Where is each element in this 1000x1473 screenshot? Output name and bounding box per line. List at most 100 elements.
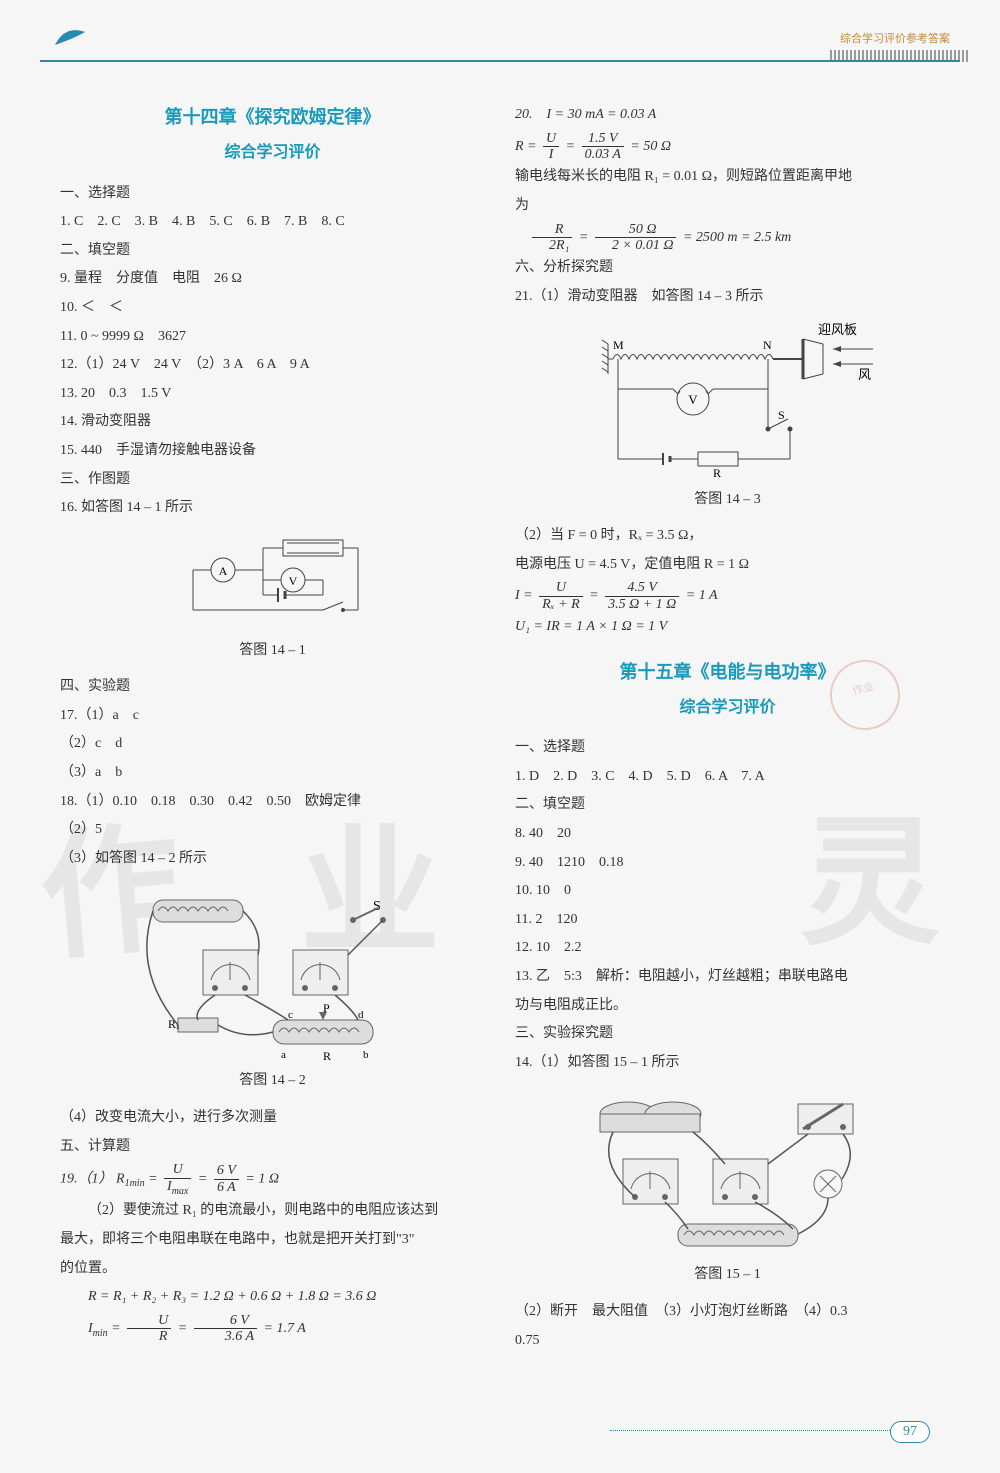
q1: 1. C 2. C 3. B 4. B 5. C 6. B 7. B 8. C bbox=[60, 209, 485, 236]
q10: 10. ＜ ＜ bbox=[60, 295, 485, 322]
q21-I: I = URₓ + R = 4.5 V3.5 Ω + 1 Ω = 1 A bbox=[515, 580, 940, 612]
header-label: 综合学习评价参考答案 bbox=[840, 30, 950, 46]
q20-R-num2: 1.5 V bbox=[582, 131, 624, 147]
q19-Imin-eq2: = bbox=[178, 1321, 191, 1336]
q15: 15. 440 手湿请勿接触电器设备 bbox=[60, 438, 485, 465]
q17-3: （3）a b bbox=[60, 760, 485, 787]
svg-text:R: R bbox=[713, 466, 721, 479]
ch15-q12: 12. 10 2.2 bbox=[515, 935, 940, 962]
ch15-sec1: 一、选择题 bbox=[515, 735, 940, 762]
svg-text:N: N bbox=[763, 338, 772, 352]
svg-text:V: V bbox=[288, 574, 297, 588]
fig-14-1: A V bbox=[173, 530, 373, 630]
q19-Imin-den: R bbox=[127, 1329, 171, 1344]
q17-2: （2）c d bbox=[60, 731, 485, 758]
ch15-q14-3: 0.75 bbox=[515, 1328, 940, 1355]
fig14-2-caption: 答图 14 – 2 bbox=[60, 1068, 485, 1095]
sec5-head: 五、计算题 bbox=[60, 1134, 485, 1161]
q19-Imin-den2: 3.6 A bbox=[194, 1329, 257, 1344]
q16: 16. 如答图 14 – 1 所示 bbox=[60, 495, 485, 522]
fig-14-2: S Rₓ c P d a b R bbox=[123, 880, 423, 1060]
q21-I-num2: 4.5 V bbox=[605, 580, 679, 596]
svg-text:d: d bbox=[358, 1009, 364, 1021]
q19-1-densub: max bbox=[172, 1185, 189, 1196]
q18-2: （2）5 bbox=[60, 817, 485, 844]
page-number: 97 bbox=[890, 1421, 930, 1443]
sec6-head: 六、分析探究题 bbox=[515, 255, 940, 282]
q21-2a: （2）当 F = 0 时，Rₓ = 3.5 Ω， bbox=[515, 523, 940, 550]
page-content: 第十四章《探究欧姆定律》 综合学习评价 一、选择题 1. C 2. C 3. B… bbox=[60, 100, 940, 1413]
fig-15-1 bbox=[568, 1084, 888, 1254]
q20-eq: = bbox=[579, 230, 592, 245]
svg-text:A: A bbox=[218, 564, 227, 578]
q20-R-lhs: R = bbox=[515, 139, 540, 154]
q12: 12.（1）24 V 24 V （2）3 A 6 A 9 A bbox=[60, 352, 485, 379]
q20-R-eq2: = bbox=[566, 139, 579, 154]
footer-dotline bbox=[610, 1430, 890, 1431]
sec4-head: 四、实验题 bbox=[60, 674, 485, 701]
fig14-3-caption: 答图 14 – 3 bbox=[515, 487, 940, 514]
q20-fnl: R bbox=[532, 222, 572, 238]
q19-1-num2: 6 V bbox=[214, 1163, 239, 1179]
svg-text:S: S bbox=[373, 899, 381, 914]
q19-2a: （2）要使流过 R₁ 的电流最小，则电路中的电阻应该达到 bbox=[60, 1198, 485, 1225]
svg-text:c: c bbox=[288, 1009, 293, 1021]
svg-text:风: 风 bbox=[858, 367, 871, 382]
q19-1: 19.（1） R1min = UImax = 6 V6 A = 1 Ω bbox=[60, 1162, 485, 1196]
ch15-q14-1: 14.（1）如答图 15 – 1 所示 bbox=[515, 1050, 940, 1077]
q20-fnr: 50 Ω bbox=[595, 222, 677, 238]
svg-text:R: R bbox=[323, 1049, 331, 1060]
ch15-q9: 9. 40 1210 0.18 bbox=[515, 850, 940, 877]
q19-Imin-sub: min bbox=[93, 1328, 108, 1339]
svg-text:V: V bbox=[688, 392, 698, 407]
svg-text:a: a bbox=[281, 1049, 286, 1060]
ch15-title: 第十五章《电能与电功率》 bbox=[515, 655, 940, 689]
ch14-title: 第十四章《探究欧姆定律》 bbox=[60, 100, 485, 134]
ch15-q1: 1. D 2. D 3. C 4. D 5. D 6. A 7. A bbox=[515, 764, 940, 791]
q21-I-lhs: I = bbox=[515, 588, 536, 603]
sec2-head: 二、填空题 bbox=[60, 238, 485, 265]
ch15-q13a: 13. 乙 5:3 解析：电阻越小，灯丝越粗；串联电路电 bbox=[515, 964, 940, 991]
q13: 13. 20 0.3 1.5 V bbox=[60, 381, 485, 408]
q19-1-num: U bbox=[164, 1162, 191, 1178]
q18-4: （4）改变电流大小，进行多次测量 bbox=[60, 1105, 485, 1132]
q21-1: 21.（1）滑动变阻器 如答图 14 – 3 所示 bbox=[515, 284, 940, 311]
fig-14-3: 迎风板 风 M N V bbox=[578, 319, 878, 479]
q19-Imin-num2: 6 V bbox=[194, 1313, 257, 1329]
q20-R-den: I bbox=[543, 147, 559, 162]
q21-I-res: = 1 A bbox=[686, 588, 718, 603]
q20-res: = 2500 m = 2.5 km bbox=[683, 230, 791, 245]
ch15-subtitle: 综合学习评价 bbox=[515, 693, 940, 723]
q19-Imin: Imin = UR = 6 V3.6 A = 1.7 A bbox=[60, 1313, 485, 1345]
ch15-sec3: 三、实验探究题 bbox=[515, 1021, 940, 1048]
q20-fdr: 2 × 0.01 Ω bbox=[595, 238, 677, 253]
q19-1-sub: 1min bbox=[125, 1178, 145, 1189]
q19-Imin-res: = 1.7 A bbox=[264, 1321, 306, 1336]
ch15-q10: 10. 10 0 bbox=[515, 878, 940, 905]
q20-R-den2: 0.03 A bbox=[582, 147, 624, 162]
svg-text:M: M bbox=[613, 338, 624, 352]
q19-2c: 的位置。 bbox=[60, 1256, 485, 1283]
ch14-subtitle: 综合学习评价 bbox=[60, 138, 485, 168]
q20-l1: 输电线每米长的电阻 R₁ = 0.01 Ω，则短路位置距离甲地 bbox=[515, 164, 940, 191]
svg-text:S: S bbox=[778, 408, 785, 422]
ch15-q8: 8. 40 20 bbox=[515, 821, 940, 848]
q19-Imin-eq: = bbox=[111, 1321, 124, 1336]
sec3-head: 三、作图题 bbox=[60, 467, 485, 494]
left-column: 第十四章《探究欧姆定律》 综合学习评价 一、选择题 1. C 2. C 3. B… bbox=[60, 100, 485, 1413]
q18-3: （3）如答图 14 – 2 所示 bbox=[60, 846, 485, 873]
q21-2b: 电源电压 U = 4.5 V，定值电阻 R = 1 Ω bbox=[515, 552, 940, 579]
q21-I-den: Rₓ + R bbox=[539, 597, 583, 612]
q21-I-num: U bbox=[539, 580, 583, 596]
svg-text:b: b bbox=[363, 1049, 369, 1060]
q20-frac: R2R₁ = 50 Ω2 × 0.01 Ω = 2500 m = 2.5 km bbox=[515, 222, 940, 254]
fig14-3-wind-label: 迎风板 bbox=[818, 322, 857, 337]
q18-1: 18.（1）0.10 0.18 0.30 0.42 0.50 欧姆定律 bbox=[60, 789, 485, 816]
q20-l2: 为 bbox=[515, 193, 940, 220]
q19-1-den2: 6 A bbox=[214, 1180, 239, 1195]
q19-1-eq2: = bbox=[198, 1172, 211, 1187]
ch15-q11: 11. 2 120 bbox=[515, 907, 940, 934]
q20-R-res: = 50 Ω bbox=[630, 139, 671, 154]
q20-fdl: 2R₁ bbox=[532, 238, 572, 253]
right-column: 20. I = 30 mA = 0.03 A R = UI = 1.5 V0.0… bbox=[515, 100, 940, 1413]
